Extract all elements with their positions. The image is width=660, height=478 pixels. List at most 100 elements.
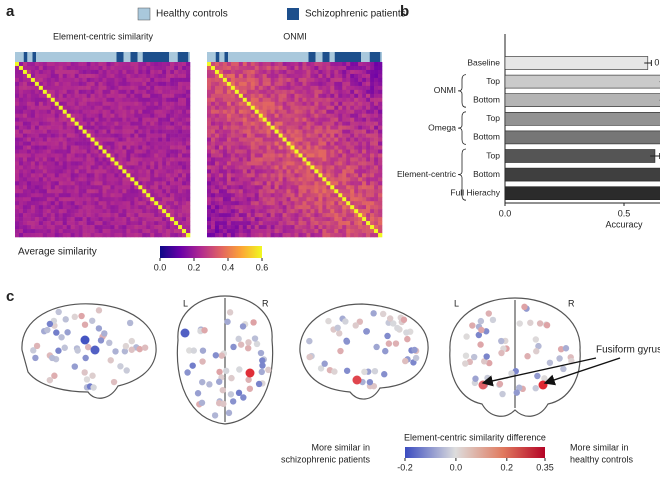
node-dot <box>394 324 401 332</box>
heatmap-cell <box>26 229 32 234</box>
heatmap-cell <box>294 105 299 111</box>
heatmap-cell <box>338 201 343 206</box>
heatmap-cell <box>130 165 135 170</box>
heatmap-cell <box>362 93 367 99</box>
heatmap-cell <box>210 69 216 75</box>
heatmap-cell <box>26 85 32 91</box>
heatmap-cell <box>282 137 287 142</box>
heatmap-cell <box>174 62 179 67</box>
heatmap-cell <box>98 185 103 190</box>
heatmap-cell <box>230 97 236 103</box>
heatmap-cell <box>270 165 275 170</box>
heatmap-cell <box>222 161 228 166</box>
heatmap-cell <box>58 101 64 107</box>
heatmap-cell <box>314 205 319 210</box>
heatmap-cell <box>15 153 20 158</box>
heatmap-cell <box>50 149 56 154</box>
heatmap-cell <box>362 77 367 83</box>
heatmap-cell <box>74 85 79 91</box>
heatmap-cell <box>94 213 99 218</box>
heatmap-cell <box>322 105 327 111</box>
heatmap-cell <box>62 201 68 206</box>
node-dot <box>128 337 135 345</box>
heatmap-cell <box>274 201 279 206</box>
heatmap-cell <box>378 201 383 206</box>
heatmap-cell <box>274 93 279 99</box>
heatmap-cell <box>158 85 163 91</box>
heatmap-cell <box>310 185 315 190</box>
heatmap-cell <box>174 77 179 83</box>
heatmap-cell <box>174 73 179 79</box>
heatmap-cell <box>98 189 103 194</box>
heatmap-cell <box>314 145 319 150</box>
heatmap-cell <box>34 77 40 83</box>
heatmap-cell <box>82 117 87 122</box>
heatmap-cell <box>207 73 212 79</box>
heatmap-cell <box>154 205 159 210</box>
heatmap-cell <box>274 113 279 118</box>
heatmap-cell <box>182 205 187 210</box>
heatmap-cell <box>46 101 52 107</box>
heatmap-cell <box>286 125 291 130</box>
heatmap-cell <box>210 145 216 150</box>
heatmap-cell <box>370 173 375 178</box>
heatmap-cell <box>166 85 171 91</box>
heatmap-cell <box>138 81 143 87</box>
heatmap-cell <box>254 137 260 142</box>
heatmap-cell <box>210 77 216 83</box>
heatmap-cell <box>50 205 56 210</box>
heatmap-cell <box>350 109 355 115</box>
heatmap-cell <box>306 153 311 158</box>
heatmap-cell <box>358 129 363 134</box>
heatmap-cell <box>274 189 279 194</box>
heatmap-cell <box>130 109 135 115</box>
heatmap-cell <box>102 137 107 142</box>
heatmap-cell <box>150 197 155 202</box>
heatmap-cell <box>274 169 279 174</box>
heatmap-cell <box>150 225 155 230</box>
heatmap-cell <box>170 133 175 138</box>
heatmap-cell <box>326 121 331 126</box>
heatmap-cell <box>270 113 275 118</box>
node-dot <box>107 357 114 364</box>
panel-label: b <box>400 3 409 20</box>
heatmap-cell <box>30 121 36 126</box>
heatmap-cell <box>350 209 355 214</box>
heatmap-cell <box>230 81 236 87</box>
heatmap-cell <box>90 97 95 103</box>
heatmap-cell <box>366 105 371 111</box>
heatmap-cell <box>18 121 24 126</box>
heatmap-cell <box>166 153 171 158</box>
heatmap-cell <box>30 125 36 130</box>
heatmap-cell <box>346 145 351 150</box>
heatmap-cell <box>370 213 375 218</box>
heatmap-cell <box>142 101 147 107</box>
heatmap-cell <box>90 133 95 138</box>
heatmap-cell <box>178 62 183 67</box>
heatmap-cell <box>102 165 107 170</box>
heatmap-cell <box>254 69 260 75</box>
heatmap-cell <box>106 113 111 118</box>
heatmap-title: ONMI <box>283 31 307 41</box>
heatmap-cell <box>322 133 327 138</box>
heatmap-cell <box>186 213 191 218</box>
heatmap-cell <box>282 209 287 214</box>
heatmap-cell <box>238 93 244 99</box>
heatmap-cell <box>186 73 191 79</box>
heatmap-cell <box>122 149 127 154</box>
heatmap-cell <box>330 117 335 122</box>
heatmap-cell <box>258 229 263 234</box>
heatmap-cell <box>166 173 171 178</box>
heatmap-cell <box>94 129 99 134</box>
heatmap-cell <box>366 133 371 138</box>
heatmap-cell <box>290 185 295 190</box>
heatmap-cell <box>170 153 175 158</box>
heatmap-cell <box>334 173 339 178</box>
heatmap-cell <box>142 133 147 138</box>
heatmap-cell <box>330 225 335 230</box>
heatmap-cell <box>282 213 287 218</box>
heatmap-cell <box>122 165 127 170</box>
heatmap-cell <box>158 101 163 107</box>
heatmap-cell <box>22 89 28 95</box>
heatmap-cell <box>154 173 159 178</box>
